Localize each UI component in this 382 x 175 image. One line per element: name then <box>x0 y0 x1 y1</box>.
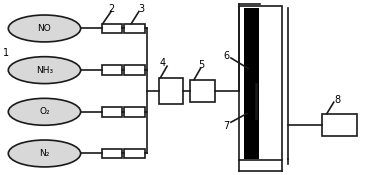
Bar <box>322 114 356 136</box>
Text: O₂: O₂ <box>39 107 50 116</box>
Bar <box>254 8 257 159</box>
Bar <box>125 107 145 117</box>
Text: 8: 8 <box>335 95 341 105</box>
Text: 5: 5 <box>199 60 205 71</box>
Text: 3: 3 <box>138 4 144 14</box>
Bar <box>102 149 123 158</box>
Bar <box>239 6 282 160</box>
Bar <box>256 8 259 159</box>
Bar <box>102 24 123 33</box>
Bar <box>102 107 123 117</box>
Bar <box>159 78 183 104</box>
Text: 1: 1 <box>3 48 10 58</box>
Bar <box>125 149 145 158</box>
Bar <box>125 65 145 75</box>
Bar <box>256 84 257 119</box>
Text: NO: NO <box>37 24 51 33</box>
Bar <box>102 65 123 75</box>
Text: 6: 6 <box>223 51 229 61</box>
Bar <box>244 8 255 159</box>
Text: 2: 2 <box>108 4 114 14</box>
Ellipse shape <box>8 140 81 167</box>
Bar <box>190 80 215 102</box>
Ellipse shape <box>8 98 81 125</box>
Ellipse shape <box>8 15 81 42</box>
Text: 4: 4 <box>159 58 165 68</box>
Bar <box>125 24 145 33</box>
Text: 7: 7 <box>223 121 229 131</box>
Text: NH₃: NH₃ <box>36 66 53 75</box>
Text: N₂: N₂ <box>39 149 50 158</box>
Ellipse shape <box>8 57 81 84</box>
